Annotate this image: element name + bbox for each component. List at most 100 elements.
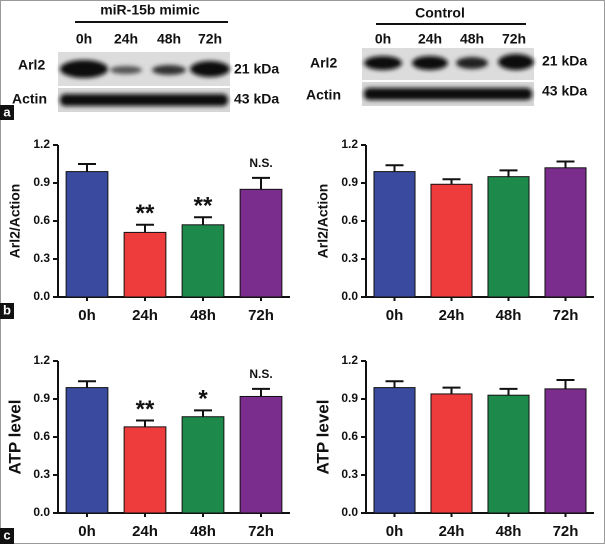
lane-label: 0h [76,31,92,47]
row-label: Arl2 [18,57,45,73]
y-tick-label: 1.2 [33,137,50,151]
bar [123,426,167,514]
y-tick-label: 0.9 [341,175,358,189]
y-tick-label: 0.6 [33,429,50,443]
significance-label: ** [194,193,213,220]
error-bar [78,163,96,172]
bar [373,171,416,298]
y-tick-label: 0.0 [33,505,50,519]
lane-label: 24h [114,31,138,47]
x-tick-label: 24h [132,523,158,540]
x-tick-label: 72h [553,307,579,324]
bar [65,171,109,298]
lane-label: 48h [460,31,484,47]
row-label: Actin [306,87,341,103]
group-label: Control [415,5,465,21]
x-tick-label: 0h [78,523,96,540]
x-tick-label: 24h [132,307,158,324]
error-bar [252,176,270,190]
y-tick-label: 0.6 [341,213,358,227]
x-tick-label: 0h [386,523,404,540]
y-axis-label: ATP level [5,400,24,475]
bar [544,167,587,298]
row-label: Actin [12,91,47,107]
y-axis-label: ATP level [313,400,332,475]
panel-tag [0,528,14,544]
size-label: 21 kDa [234,61,279,77]
significance-label: ** [136,200,155,227]
x-tick-label: 72h [248,523,274,540]
panel-label: a [3,104,11,119]
y-tick-label: 0.0 [341,505,358,519]
panel-tag [0,303,14,319]
y-tick-label: 0.0 [341,289,358,303]
bar [544,388,587,514]
y-axis-label: Arl2/Action [315,184,331,259]
error-bar [385,164,404,172]
lane-label: 0h [375,31,391,47]
significance-label: * [198,386,208,413]
error-bar [194,409,212,417]
bar [239,395,283,514]
y-tick-label: 1.2 [341,137,358,151]
group-label: miR-15b mimic [100,2,200,18]
lane-label: 24h [418,31,442,47]
error-bar [194,216,212,225]
x-tick-label: 48h [190,523,216,540]
x-tick-label: 24h [439,307,465,324]
bar [430,183,473,298]
lane-label: 72h [502,31,526,47]
significance-label: N.S. [249,156,272,170]
x-tick-label: 72h [553,523,579,540]
error-bar [385,380,404,388]
panel-label: c [3,527,10,542]
size-label: 21 kDa [542,53,587,69]
size-label: 43 kDa [234,91,279,107]
y-tick-label: 0.6 [33,213,50,227]
x-tick-label: 48h [190,307,216,324]
error-bar [136,419,154,427]
error-bar [499,169,518,177]
y-tick-label: 0.9 [341,391,358,405]
error-bar [252,387,270,397]
lane-label: 72h [198,31,222,47]
row-label: Arl2 [310,55,337,71]
error-bar [556,160,575,168]
y-axis-label: Arl2/Action [7,184,23,259]
y-tick-label: 1.2 [341,353,358,367]
size-label: 43 kDa [542,83,587,99]
error-bar [442,178,461,185]
bar [487,176,530,298]
error-bar [136,223,154,233]
significance-label: N.S. [249,367,272,381]
x-tick-label: 0h [386,307,404,324]
y-tick-label: 0.3 [341,467,358,481]
bar [430,393,473,514]
panel-tag [0,105,14,120]
error-bar [556,379,575,389]
bar [65,387,109,514]
bar [123,231,167,298]
y-tick-label: 0.3 [33,467,50,481]
y-tick-label: 0.3 [33,251,50,265]
lane-label: 48h [157,31,181,47]
x-tick-label: 72h [248,307,274,324]
y-tick-label: 0.9 [33,175,50,189]
bar [239,188,283,298]
y-tick-label: 1.2 [33,353,50,367]
y-tick-label: 0.9 [33,391,50,405]
x-tick-label: 48h [496,307,522,324]
y-tick-label: 0.3 [341,251,358,265]
y-tick-label: 0.0 [33,289,50,303]
significance-label: ** [136,396,155,423]
panel-label: b [3,302,11,317]
blot-right [362,48,534,106]
error-bar [499,387,518,396]
blot-left [58,52,230,112]
bar [181,224,225,298]
y-tick-label: 0.6 [341,429,358,443]
error-bar [78,380,96,388]
bar [487,394,530,514]
